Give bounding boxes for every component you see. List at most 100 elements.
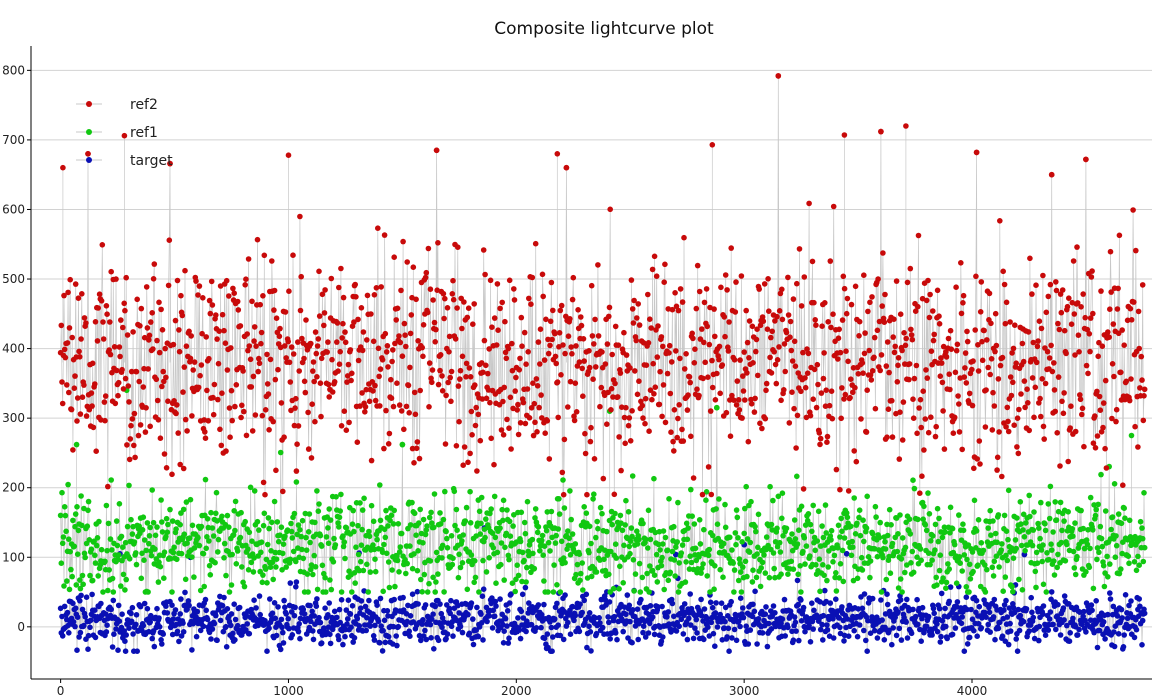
- data-point-ref1: [169, 589, 175, 595]
- data-point-target: [855, 606, 862, 612]
- data-point-ref2: [861, 350, 868, 357]
- data-point-target: [486, 613, 493, 619]
- data-point-target: [193, 633, 200, 640]
- data-point-ref1: [200, 550, 207, 557]
- data-point-target: [478, 611, 484, 617]
- data-point-ref2: [461, 444, 468, 450]
- data-point-ref2: [1065, 458, 1071, 465]
- data-point-ref1: [232, 498, 239, 505]
- data-point-ref1: [707, 589, 713, 595]
- data-point-target: [130, 631, 136, 637]
- data-point-ref1: [440, 516, 447, 523]
- data-point-target: [936, 605, 943, 612]
- data-point-ref2: [81, 315, 88, 321]
- data-point-ref1: [851, 495, 857, 501]
- data-point-ref2: [254, 236, 261, 243]
- data-point-ref2: [167, 160, 173, 167]
- data-point-ref2: [354, 439, 361, 446]
- data-point-ref2: [530, 432, 537, 439]
- data-point-ref2: [882, 291, 888, 298]
- data-point-ref2: [936, 313, 942, 320]
- data-point-ref1: [1085, 527, 1091, 533]
- data-point-ref1: [616, 586, 622, 592]
- data-point-ref1: [79, 522, 85, 529]
- data-point-ref2: [409, 445, 416, 452]
- data-point-ref2: [537, 361, 543, 367]
- data-point-ref1: [1016, 576, 1022, 583]
- data-point-ref2: [143, 284, 150, 290]
- data-point-ref1: [669, 548, 676, 555]
- data-point-ref2: [321, 310, 328, 316]
- data-point-ref1: [288, 528, 295, 535]
- data-point-ref1: [183, 499, 190, 505]
- data-point-ref2: [390, 403, 397, 410]
- data-point-ref2: [677, 286, 684, 292]
- data-point-ref2: [394, 305, 401, 312]
- data-point-ref2: [98, 298, 105, 304]
- data-point-ref1: [752, 523, 758, 530]
- data-point-ref1: [780, 533, 786, 539]
- data-point-ref1: [85, 498, 92, 505]
- data-point-ref1: [482, 534, 488, 541]
- data-point-ref2: [296, 368, 303, 374]
- data-point-ref1: [613, 555, 620, 561]
- data-point-ref2: [406, 410, 413, 416]
- data-point-target: [843, 551, 850, 557]
- data-point-ref1: [439, 542, 446, 549]
- data-point-ref2: [558, 302, 565, 309]
- data-point-ref2: [762, 415, 769, 422]
- data-point-ref2: [1139, 377, 1145, 383]
- data-point-target: [380, 627, 387, 634]
- data-point-ref2: [108, 268, 114, 275]
- data-point-ref1: [947, 530, 953, 536]
- data-point-ref1: [1100, 562, 1107, 569]
- data-point-ref2: [355, 357, 362, 364]
- data-point-ref1: [994, 539, 1000, 546]
- data-point-ref1: [672, 573, 678, 579]
- data-point-target: [837, 624, 843, 631]
- data-point-ref1: [213, 489, 220, 496]
- data-point-target: [370, 633, 377, 639]
- data-point-target: [968, 606, 974, 613]
- data-point-ref2: [696, 288, 703, 295]
- data-point-ref1: [644, 570, 650, 577]
- data-point-ref1: [174, 556, 180, 563]
- data-point-target: [869, 595, 876, 602]
- data-point-ref1: [920, 516, 926, 522]
- data-point-ref2: [889, 397, 895, 404]
- data-point-ref1: [231, 508, 237, 514]
- data-point-target: [379, 648, 386, 654]
- data-point-target: [790, 637, 797, 643]
- data-point-ref1: [439, 555, 445, 561]
- data-point-ref1: [308, 566, 314, 573]
- data-point-ref2: [64, 382, 70, 388]
- data-point-ref1: [152, 532, 159, 539]
- data-point-target: [882, 611, 889, 617]
- data-point-ref1: [340, 543, 347, 550]
- data-point-ref2: [1036, 400, 1042, 406]
- data-point-ref1: [158, 497, 164, 503]
- data-point-ref2: [1014, 444, 1020, 450]
- data-point-ref1: [688, 559, 695, 566]
- data-point-ref2: [925, 277, 931, 284]
- data-point-ref2: [553, 360, 559, 367]
- data-point-ref1: [824, 577, 830, 584]
- data-point-target: [754, 641, 760, 647]
- data-point-ref1: [295, 522, 302, 528]
- data-point-ref2: [800, 349, 806, 356]
- data-point-ref1: [942, 529, 948, 535]
- data-point-target: [931, 610, 937, 617]
- data-point-target: [856, 622, 863, 628]
- data-point-target: [506, 635, 512, 641]
- data-point-ref2: [144, 325, 151, 331]
- data-point-ref1: [637, 589, 644, 595]
- data-point-ref1: [239, 564, 245, 570]
- data-point-ref2: [940, 408, 946, 414]
- data-point-ref1: [610, 585, 617, 592]
- data-point-ref1: [588, 540, 594, 547]
- data-point-ref1: [238, 509, 244, 516]
- data-point-ref2: [818, 390, 825, 396]
- data-point-ref2: [285, 338, 292, 345]
- data-point-ref1: [1105, 574, 1111, 580]
- data-point-ref1: [748, 498, 754, 505]
